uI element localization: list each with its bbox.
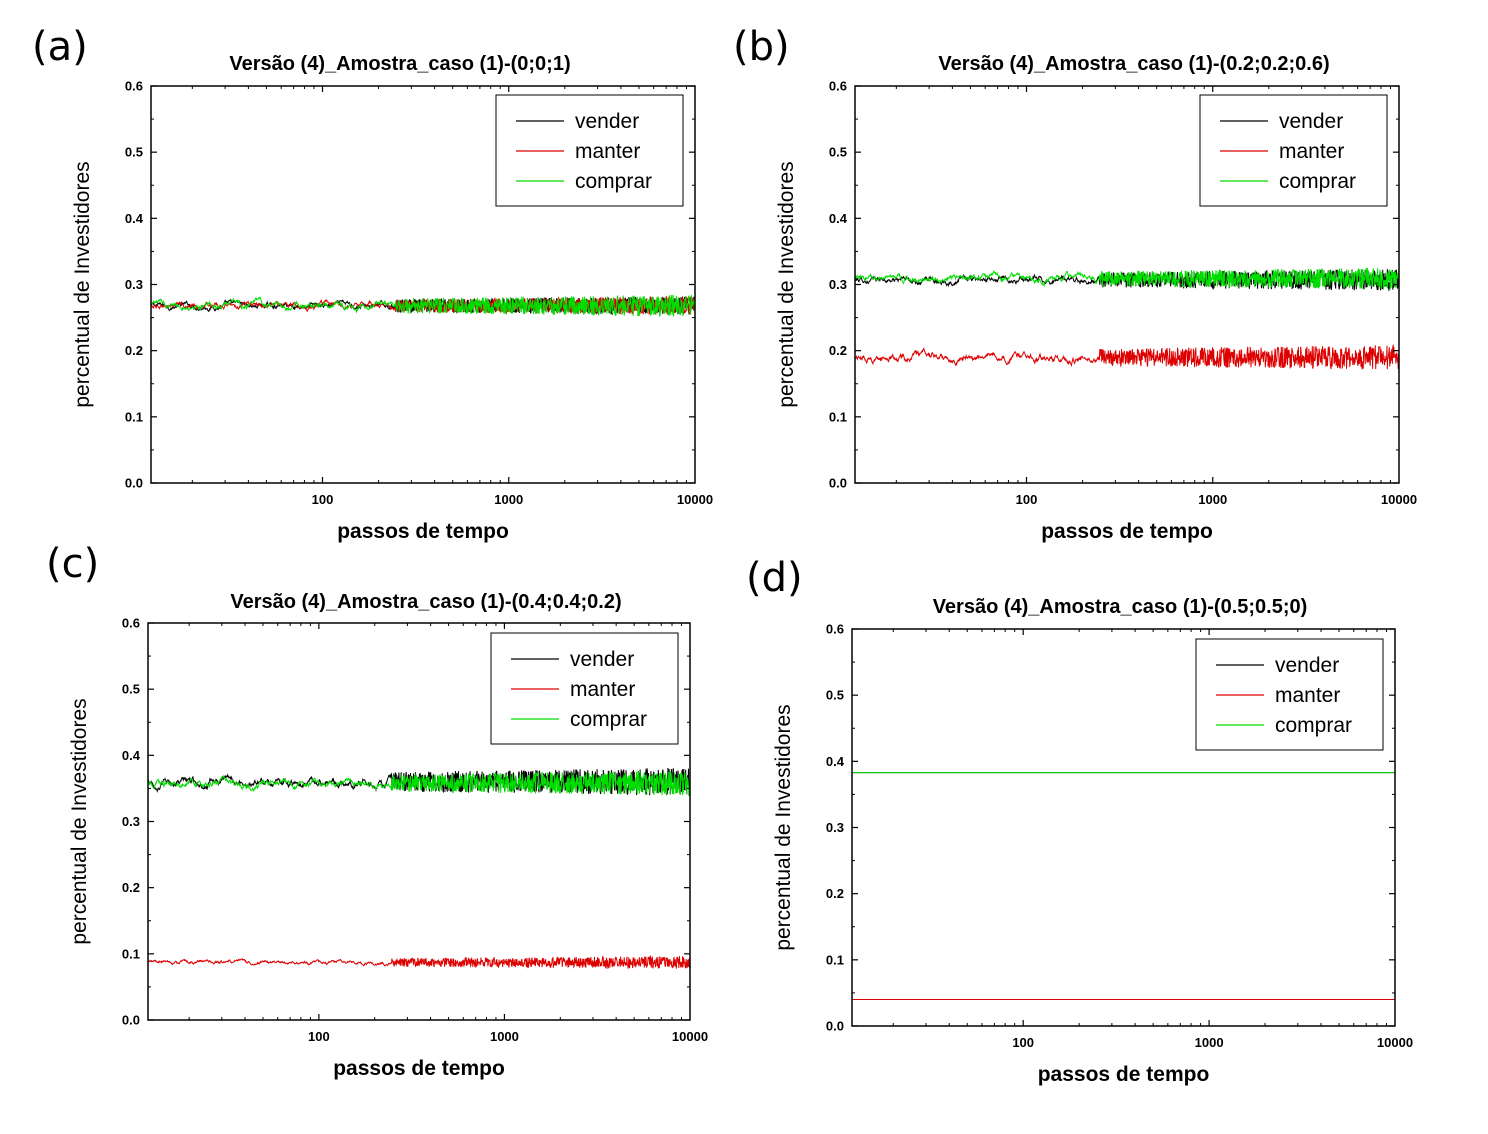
legend-label-vender: vender — [570, 648, 634, 671]
y-axis-label: percentual de Investidores — [772, 704, 795, 950]
series-line-comprar — [854, 267, 1400, 290]
x-tick-label: 1000 — [1198, 492, 1227, 507]
y-tick-label: 0.0 — [125, 476, 143, 491]
legend-label-vender: vender — [1275, 654, 1339, 677]
chart-panel-c: (c) Versão (4)_Amostra_caso (1)-(0.4;0.4;… — [46, 541, 708, 1080]
x-axis-label: passos de tempo — [1041, 520, 1213, 543]
chart-title: Versão (4)_Amostra_caso (1)-(0.4;0.4;0.2… — [230, 591, 621, 613]
series-line-manter — [147, 954, 691, 970]
x-tick-label: 100 — [1016, 492, 1038, 507]
series-line-comprar — [147, 770, 691, 796]
y-axis-label: percentual de Investidores — [71, 161, 94, 407]
legend: vender manter comprar — [495, 94, 684, 207]
y-tick-label: 0.5 — [829, 145, 847, 160]
y-tick-label: 0.1 — [829, 409, 847, 424]
legend-label-comprar: comprar — [1275, 714, 1352, 737]
legend-label-comprar: comprar — [1279, 170, 1356, 193]
x-tick-label: 1000 — [494, 492, 523, 507]
legend-label-comprar: comprar — [570, 708, 647, 731]
y-tick-label: 0.0 — [826, 1019, 844, 1034]
x-tick-label: 100 — [308, 1029, 330, 1044]
y-tick-label: 0.1 — [122, 946, 140, 961]
chart-panel-b: (b) Versão (4)_Amostra_caso (1)-(0.2;0.2;… — [733, 24, 1417, 543]
y-tick-label: 0.6 — [826, 622, 844, 637]
chart-title: Versão (4)_Amostra_caso (1)-(0.5;0.5;0) — [933, 596, 1308, 618]
y-tick-label: 0.1 — [125, 409, 143, 424]
panel-label: (d) — [746, 555, 803, 601]
y-tick-label: 0.2 — [829, 343, 847, 358]
legend-label-manter: manter — [1279, 140, 1344, 163]
y-tick-label: 0.2 — [122, 880, 140, 895]
x-axis-label: passos de tempo — [1038, 1063, 1210, 1086]
legend-label-manter: manter — [1275, 684, 1340, 707]
x-tick-label: 10000 — [677, 492, 713, 507]
x-tick-label: 10000 — [1381, 492, 1417, 507]
y-tick-label: 0.5 — [826, 688, 844, 703]
legend-label-comprar: comprar — [575, 170, 652, 193]
y-tick-label: 0.4 — [826, 754, 845, 769]
y-tick-label: 0.2 — [125, 343, 143, 358]
y-tick-label: 0.3 — [122, 814, 140, 829]
y-axis-label: percentual de Investidores — [775, 161, 798, 407]
y-tick-label: 0.6 — [829, 79, 847, 94]
series-line-manter — [854, 344, 1400, 370]
legend: vender manter comprar — [490, 632, 679, 745]
x-tick-label: 10000 — [1377, 1035, 1413, 1050]
legend-label-manter: manter — [570, 678, 635, 701]
y-tick-label: 0.6 — [125, 79, 143, 94]
chart-panel-a: (a) Versão (4)_Amostra_caso (1)-(0;0;1) 0.… — [32, 24, 713, 543]
x-axis-label: passos de tempo — [333, 1057, 505, 1080]
series-line-comprar — [150, 294, 696, 317]
legend-label-vender: vender — [1279, 110, 1343, 133]
y-tick-label: 0.3 — [125, 277, 143, 292]
panel-label: (a) — [32, 24, 88, 70]
x-tick-label: 1000 — [490, 1029, 519, 1044]
y-tick-label: 0.0 — [829, 476, 847, 491]
legend-label-manter: manter — [575, 140, 640, 163]
y-tick-label: 0.2 — [826, 886, 844, 901]
x-tick-label: 100 — [312, 492, 334, 507]
x-tick-label: 1000 — [1195, 1035, 1224, 1050]
panel-label: (b) — [733, 24, 790, 70]
y-tick-label: 0.5 — [122, 682, 140, 697]
y-tick-label: 0.5 — [125, 145, 143, 160]
panel-label: (c) — [46, 541, 99, 587]
y-tick-label: 0.4 — [829, 211, 848, 226]
y-axis-label: percentual de Investidores — [68, 698, 91, 944]
legend-label-vender: vender — [575, 110, 639, 133]
y-tick-label: 0.3 — [829, 277, 847, 292]
legend: vender manter comprar — [1199, 94, 1388, 207]
y-tick-label: 0.1 — [826, 952, 844, 967]
x-axis-label: passos de tempo — [337, 520, 509, 543]
x-tick-label: 100 — [1012, 1035, 1034, 1050]
y-tick-label: 0.6 — [122, 616, 140, 631]
legend: vender manter comprar — [1195, 638, 1384, 751]
chart-title: Versão (4)_Amostra_caso (1)-(0;0;1) — [229, 53, 570, 75]
y-tick-label: 0.4 — [125, 211, 144, 226]
chart-panel-d: (d) Versão (4)_Amostra_caso (1)-(0.5;0.5;… — [746, 555, 1413, 1086]
x-tick-label: 10000 — [672, 1029, 708, 1044]
chart-title: Versão (4)_Amostra_caso (1)-(0.2;0.2;0.6… — [938, 53, 1329, 75]
y-tick-label: 0.4 — [122, 748, 141, 763]
y-tick-label: 0.0 — [122, 1013, 140, 1028]
y-tick-label: 0.3 — [826, 820, 844, 835]
